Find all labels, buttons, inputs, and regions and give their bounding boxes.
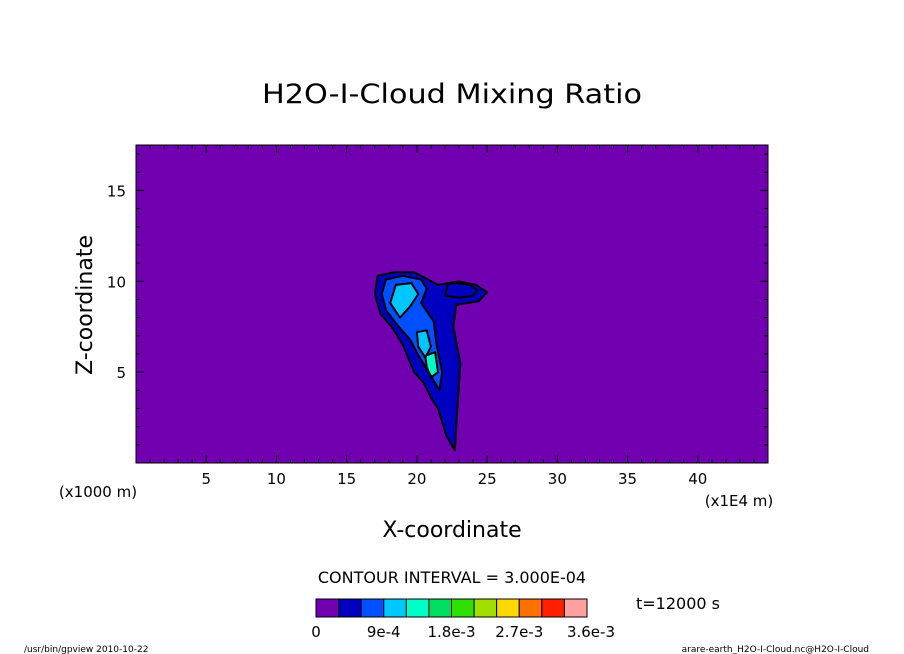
plot-frame [135,144,769,464]
contour-line [444,282,479,299]
colorbar-swatch [518,598,543,618]
contour-line [389,282,420,319]
contour-line [373,271,489,452]
x-tick-label: 40 [688,470,707,488]
y-axis-label: Z-coordinate [73,235,98,375]
colorbar-swatch [338,598,362,618]
x-axis-label: X-coordinate [382,518,521,543]
x-tick-label: 20 [407,470,426,488]
contour-lines [373,271,489,452]
colorbar-swatch [451,598,475,618]
x-scale-note: (x1E4 m) [705,492,774,510]
x-tick-label: 15 [337,470,356,488]
axes: 5 10 15 20 25 30 35 40 5 10 15 [107,144,769,488]
x-tick-label: 30 [548,470,567,488]
colorbar-label: 3.6e-3 [567,623,615,641]
colorbar-label: 0 [311,623,321,641]
colorbar-label: 2.7e-3 [495,623,543,641]
contour-line [380,274,444,392]
contour-region-level-3 [416,330,431,358]
y-tick-label: 15 [107,182,126,200]
colorbar-swatch [428,598,452,618]
colorbar-swatch [315,598,340,618]
x-tick-label: 10 [267,470,286,488]
colorbar-swatch [563,598,588,618]
time-label: t=12000 s [636,594,720,613]
footer-right: arare-earth_H2O-I-Cloud.nc@H2O-I-Cloud [682,645,869,654]
colorbar-swatch [541,598,565,618]
colorbar-swatch [383,598,407,618]
colorbar-swatch [360,598,385,618]
contour-interval-text: CONTOUR INTERVAL = 3.000E-04 [318,568,586,587]
x-tick-label: 25 [478,470,497,488]
contour-line [415,329,432,359]
y-scale-note: (x1000 m) [59,483,137,501]
colorbar-swatch [473,598,498,618]
chart-title: H2O-I-Cloud Mixing Ratio [262,79,642,110]
colorbar: 0 9e-4 1.8e-3 2.7e-3 3.6e-3 [311,598,615,641]
contour-region-level-3 [390,283,419,318]
x-tick-label: 35 [618,470,637,488]
y-tick-label: 10 [107,273,126,291]
footer-left: /usr/bin/gpview 2010-10-22 [24,645,148,654]
colorbar-label: 1.8e-3 [427,623,475,641]
x-tick-label: 5 [201,470,211,488]
colorbar-swatch [405,598,430,618]
y-tick-label: 5 [116,364,126,382]
contour-region-level-1 [445,283,478,298]
colorbar-swatch [496,598,520,618]
contour-line [424,351,439,379]
colorbar-label: 9e-4 [367,623,401,641]
